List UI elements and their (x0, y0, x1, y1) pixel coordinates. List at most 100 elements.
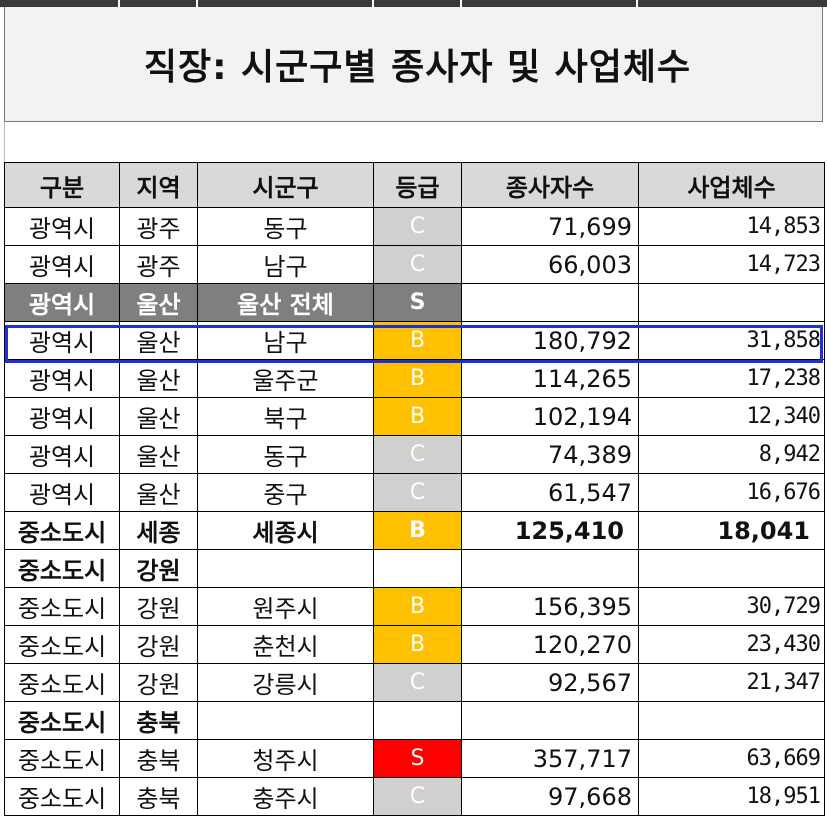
cell-region[interactable]: 광주 (119, 245, 198, 284)
cell-district[interactable]: 동구 (197, 207, 374, 246)
cell-businesses[interactable] (638, 701, 825, 740)
cell-region[interactable]: 울산 (119, 397, 198, 436)
cell-businesses[interactable]: 21,347 (638, 663, 825, 702)
blank-row[interactable] (4, 122, 824, 162)
cell-employees[interactable]: 120,270 (461, 625, 639, 664)
cell-category[interactable]: 중소도시 (4, 587, 120, 626)
cell-category[interactable]: 광역시 (4, 359, 120, 398)
cell-region[interactable]: 세종 (119, 511, 198, 550)
cell-grade[interactable]: S (373, 739, 462, 778)
cell-region[interactable]: 울산 (119, 321, 198, 360)
cell-businesses[interactable]: 23,430 (638, 625, 825, 664)
cell-businesses[interactable]: 18,951 (638, 777, 825, 816)
cell-category[interactable]: 중소도시 (4, 663, 120, 702)
cell-businesses[interactable] (638, 283, 825, 322)
cell-grade[interactable]: B (373, 321, 462, 360)
cell-employees[interactable]: 74,389 (461, 435, 639, 474)
cell-region[interactable]: 울산 (119, 283, 198, 322)
cell-businesses[interactable]: 14,723 (638, 245, 825, 284)
cell-district[interactable] (197, 549, 374, 588)
cell-businesses[interactable]: 63,669 (638, 739, 825, 778)
cell-employees[interactable] (461, 549, 639, 588)
cell-region[interactable]: 울산 (119, 359, 198, 398)
cell-district[interactable]: 춘천시 (197, 625, 374, 664)
cell-district[interactable]: 울산 전체 (197, 283, 374, 322)
cell-grade[interactable]: C (373, 473, 462, 512)
cell-grade[interactable] (373, 701, 462, 740)
cell-employees[interactable]: 102,194 (461, 397, 639, 436)
cell-district[interactable]: 강릉시 (197, 663, 374, 702)
cell-district[interactable]: 중구 (197, 473, 374, 512)
cell-region[interactable]: 충북 (119, 739, 198, 778)
cell-employees[interactable]: 156,395 (461, 587, 639, 626)
cell-grade[interactable]: B (373, 587, 462, 626)
header-district[interactable]: 시군구 (197, 162, 374, 208)
cell-region[interactable]: 울산 (119, 435, 198, 474)
cell-district[interactable]: 원주시 (197, 587, 374, 626)
cell-businesses[interactable] (638, 549, 825, 588)
cell-category[interactable]: 중소도시 (4, 549, 120, 588)
cell-employees[interactable]: 125,410 (461, 511, 639, 550)
header-region[interactable]: 지역 (119, 162, 198, 208)
cell-businesses[interactable]: 14,853 (638, 207, 825, 246)
cell-district[interactable]: 울주군 (197, 359, 374, 398)
cell-businesses[interactable]: 16,676 (638, 473, 825, 512)
header-employees[interactable]: 종사자수 (461, 162, 639, 208)
cell-businesses[interactable]: 17,238 (638, 359, 825, 398)
cell-district[interactable]: 남구 (197, 321, 374, 360)
cell-employees[interactable]: 180,792 (461, 321, 639, 360)
cell-employees[interactable]: 114,265 (461, 359, 639, 398)
cell-businesses[interactable]: 30,729 (638, 587, 825, 626)
cell-category[interactable]: 광역시 (4, 435, 120, 474)
cell-category[interactable]: 광역시 (4, 283, 120, 322)
cell-category[interactable]: 광역시 (4, 245, 120, 284)
cell-grade[interactable]: S (373, 283, 462, 322)
cell-region[interactable]: 충북 (119, 701, 198, 740)
cell-category[interactable]: 광역시 (4, 473, 120, 512)
cell-category[interactable]: 중소도시 (4, 777, 120, 816)
cell-grade[interactable]: C (373, 435, 462, 474)
cell-businesses[interactable]: 18,041 (638, 511, 825, 550)
cell-category[interactable]: 중소도시 (4, 701, 120, 740)
cell-businesses[interactable]: 8,942 (638, 435, 825, 474)
cell-grade[interactable]: B (373, 397, 462, 436)
cell-district[interactable]: 북구 (197, 397, 374, 436)
cell-category[interactable]: 중소도시 (4, 739, 120, 778)
header-businesses[interactable]: 사업체수 (638, 162, 825, 208)
cell-employees[interactable]: 97,668 (461, 777, 639, 816)
cell-employees[interactable]: 71,699 (461, 207, 639, 246)
cell-employees[interactable]: 357,717 (461, 739, 639, 778)
cell-district[interactable]: 충주시 (197, 777, 374, 816)
header-category[interactable]: 구분 (4, 162, 120, 208)
cell-district[interactable]: 세종시 (197, 511, 374, 550)
cell-employees[interactable] (461, 701, 639, 740)
cell-businesses[interactable]: 12,340 (638, 397, 825, 436)
cell-category[interactable]: 광역시 (4, 207, 120, 246)
cell-district[interactable]: 청주시 (197, 739, 374, 778)
cell-employees[interactable]: 92,567 (461, 663, 639, 702)
title-cell[interactable]: 직장: 시군구별 종사자 및 사업체수 (4, 7, 823, 122)
cell-employees[interactable] (461, 283, 639, 322)
cell-category[interactable]: 광역시 (4, 321, 120, 360)
cell-grade[interactable]: C (373, 777, 462, 816)
cell-grade[interactable] (373, 549, 462, 588)
cell-region[interactable]: 충북 (119, 777, 198, 816)
cell-region[interactable]: 강원 (119, 663, 198, 702)
cell-region[interactable]: 강원 (119, 549, 198, 588)
cell-grade[interactable]: C (373, 663, 462, 702)
cell-district[interactable]: 남구 (197, 245, 374, 284)
cell-region[interactable]: 강원 (119, 625, 198, 664)
cell-category[interactable]: 중소도시 (4, 625, 120, 664)
cell-grade[interactable]: B (373, 359, 462, 398)
cell-businesses[interactable]: 31,858 (638, 321, 825, 360)
cell-category[interactable]: 중소도시 (4, 511, 120, 550)
cell-grade[interactable]: B (373, 511, 462, 550)
cell-district[interactable] (197, 701, 374, 740)
cell-category[interactable]: 광역시 (4, 397, 120, 436)
cell-grade[interactable]: B (373, 625, 462, 664)
cell-region[interactable]: 강원 (119, 587, 198, 626)
cell-region[interactable]: 울산 (119, 473, 198, 512)
cell-grade[interactable]: C (373, 207, 462, 246)
cell-employees[interactable]: 66,003 (461, 245, 639, 284)
cell-region[interactable]: 광주 (119, 207, 198, 246)
